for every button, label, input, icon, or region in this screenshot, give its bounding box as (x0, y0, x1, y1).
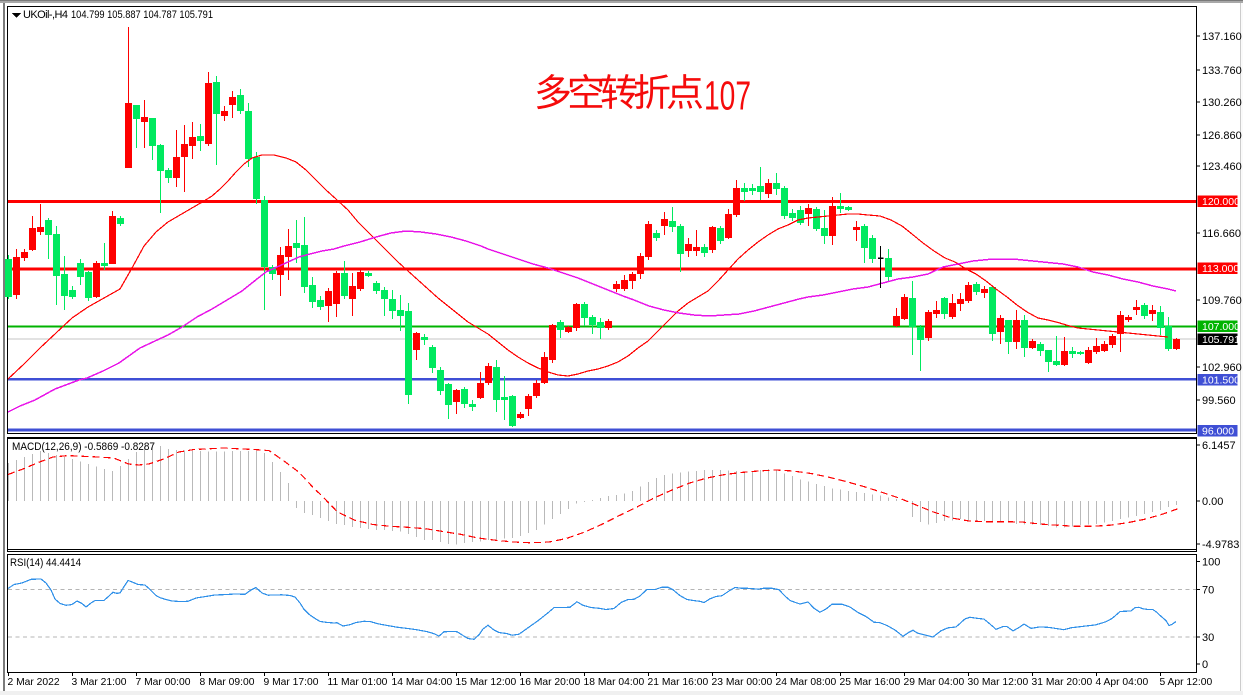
svg-text:105.791: 105.791 (1202, 334, 1240, 346)
svg-text:-4.9783: -4.9783 (1202, 539, 1239, 551)
svg-text:30 Mar 12:00: 30 Mar 12:00 (968, 677, 1029, 688)
svg-text:120.000: 120.000 (1202, 196, 1240, 208)
svg-text:109.760: 109.760 (1202, 295, 1242, 307)
svg-text:29 Mar 04:00: 29 Mar 04:00 (904, 677, 965, 688)
svg-text:3 Mar 21:00: 3 Mar 21:00 (72, 677, 127, 688)
svg-text:4 Apr 04:00: 4 Apr 04:00 (1096, 677, 1149, 688)
svg-text:16 Mar 20:00: 16 Mar 20:00 (520, 677, 581, 688)
svg-text:113.000: 113.000 (1202, 263, 1239, 275)
svg-text:100: 100 (1202, 557, 1220, 569)
svg-text:RSI(14) 44.4414: RSI(14) 44.4414 (10, 557, 81, 569)
svg-text:70: 70 (1202, 585, 1214, 597)
svg-text:5 Apr 12:00: 5 Apr 12:00 (1160, 677, 1213, 688)
svg-text:MACD(12,26,9) -0.5869 -0.8287: MACD(12,26,9) -0.5869 -0.8287 (12, 441, 155, 453)
svg-text:107.000: 107.000 (1202, 321, 1240, 333)
svg-text:21 Mar 16:00: 21 Mar 16:00 (648, 677, 709, 688)
svg-text:99.560: 99.560 (1202, 395, 1236, 407)
svg-text:123.460: 123.460 (1202, 161, 1242, 173)
svg-text:107: 107 (704, 73, 751, 119)
svg-text:8 Mar 09:00: 8 Mar 09:00 (200, 677, 255, 688)
svg-text:104.799 105.887 104.787 105.79: 104.799 105.887 104.787 105.791 (71, 9, 213, 21)
svg-text:96.000: 96.000 (1202, 425, 1234, 437)
svg-text:126.860: 126.860 (1202, 130, 1242, 142)
svg-text:23 Mar 00:00: 23 Mar 00:00 (712, 677, 773, 688)
svg-text:31 Mar 20:00: 31 Mar 20:00 (1032, 677, 1093, 688)
svg-text:116.660: 116.660 (1202, 228, 1241, 240)
svg-text:24 Mar 08:00: 24 Mar 08:00 (776, 677, 837, 688)
svg-text:0.00: 0.00 (1202, 496, 1223, 508)
svg-text:133.760: 133.760 (1202, 65, 1242, 77)
svg-text:15 Mar 12:00: 15 Mar 12:00 (456, 677, 517, 688)
svg-text:130.260: 130.260 (1202, 97, 1242, 109)
svg-text:30: 30 (1202, 632, 1214, 644)
svg-text:9 Mar 17:00: 9 Mar 17:00 (264, 677, 319, 688)
svg-text:UKOil-,H4: UKOil-,H4 (23, 9, 68, 21)
svg-text:6.1457: 6.1457 (1202, 440, 1236, 452)
svg-text:0: 0 (1202, 659, 1208, 671)
svg-text:25 Mar 16:00: 25 Mar 16:00 (840, 677, 901, 688)
svg-text:14 Mar 04:00: 14 Mar 04:00 (392, 677, 453, 688)
svg-text:101.500: 101.500 (1202, 374, 1240, 386)
svg-text:102.960: 102.960 (1202, 362, 1242, 374)
svg-text:11 Mar 01:00: 11 Mar 01:00 (328, 677, 388, 688)
svg-text:137.160: 137.160 (1202, 31, 1242, 43)
svg-text:7 Mar 00:00: 7 Mar 00:00 (136, 677, 191, 688)
svg-text:2 Mar 2022: 2 Mar 2022 (8, 677, 60, 688)
svg-text:18 Mar 04:00: 18 Mar 04:00 (584, 677, 645, 688)
